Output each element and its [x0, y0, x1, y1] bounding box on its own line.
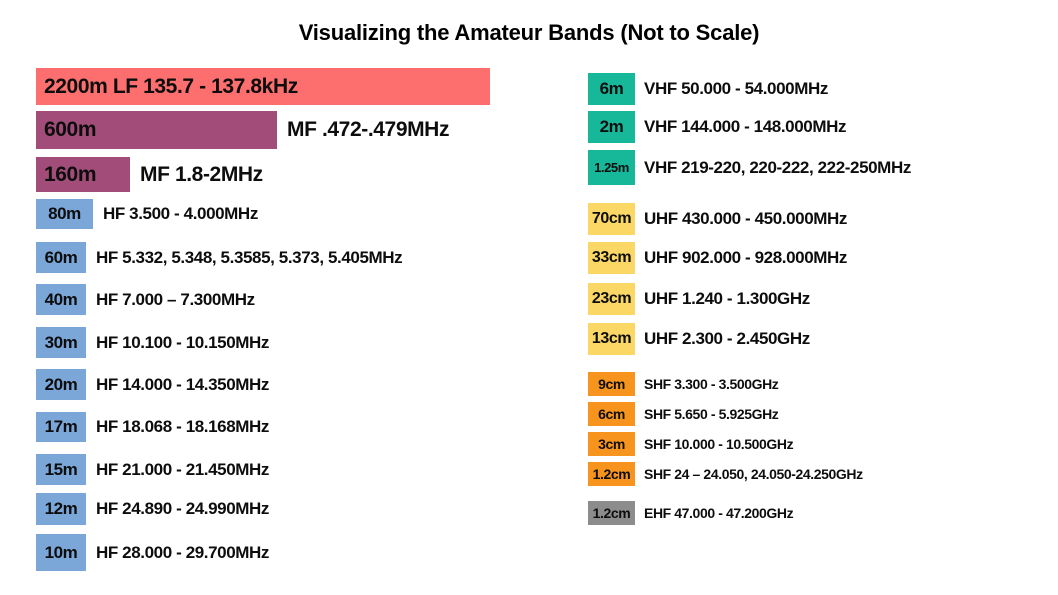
band-frequency-uhf70cm: UHF 430.000 - 450.000MHz — [644, 209, 848, 228]
band-frequency-hf10m: HF 28.000 - 29.700MHz — [96, 542, 270, 562]
band-label-shf6cm: 6cm — [598, 406, 625, 422]
band-frequency-mf600m: MF .472-.479MHz — [287, 118, 450, 141]
band-label-shf12cm: 1.2cm — [592, 466, 631, 482]
band-bar-hf20m: 20m — [36, 369, 86, 400]
band-label-uhf23cm: 23cm — [591, 290, 632, 307]
band-bar-hf40m: 40m — [36, 284, 86, 315]
band-bar-lf2200m: 2200m LF 135.7 - 137.8kHz — [36, 68, 490, 105]
band-label-uhf13cm: 13cm — [591, 330, 632, 347]
band-frequency-hf15m: HF 21.000 - 21.450MHz — [96, 459, 270, 479]
band-frequency-hf80m: HF 3.500 - 4.000MHz — [103, 204, 258, 223]
band-label-hf10m: 10m — [44, 542, 78, 562]
band-frequency-hf30m: HF 10.100 - 10.150MHz — [96, 332, 270, 352]
band-frequency-uhf13cm: UHF 2.300 - 2.450GHz — [644, 329, 810, 348]
band-frequency-hf60m: HF 5.332, 5.348, 5.3585, 5.373, 5.405MHz — [96, 247, 403, 267]
band-label-vhf6m: 6m — [599, 79, 624, 98]
band-frequency-shf6cm: SHF 5.650 - 5.925GHz — [644, 406, 779, 422]
band-label-hf20m: 20m — [44, 374, 78, 394]
band-frequency-uhf23cm: UHF 1.240 - 1.300GHz — [644, 289, 810, 308]
band-bar-shf3cm: 3cm — [588, 432, 635, 456]
band-label-uhf33cm: 33cm — [591, 249, 632, 266]
band-bar-hf80m: 80m — [36, 199, 93, 229]
band-bar-uhf33cm: 33cm — [588, 242, 635, 274]
band-label-mf600m: 600m — [44, 118, 97, 141]
band-frequency-hf12m: HF 24.890 - 24.990MHz — [96, 499, 270, 518]
chart-title: Visualizing the Amateur Bands (Not to Sc… — [298, 20, 760, 45]
band-frequency-hf40m: HF 7.000 – 7.300MHz — [96, 289, 255, 309]
band-label-vhf2m: 2m — [599, 117, 624, 136]
band-frequency-shf3cm: SHF 10.000 - 10.500GHz — [644, 436, 794, 452]
band-frequency-vhf2m: VHF 144.000 - 148.000MHz — [644, 117, 847, 136]
band-label-mf160m: 160m — [44, 162, 97, 186]
band-frequency-vhf6m: VHF 50.000 - 54.000MHz — [644, 79, 828, 98]
band-bar-hf17m: 17m — [36, 412, 86, 442]
band-bar-mf600m: 600m — [36, 111, 277, 149]
band-label-hf80m: 80m — [48, 204, 81, 223]
band-bar-hf10m: 10m — [36, 534, 86, 571]
band-bar-shf6cm: 6cm — [588, 402, 635, 426]
band-bar-vhf2m: 2m — [588, 111, 635, 143]
band-bar-shf9cm: 9cm — [588, 372, 635, 396]
band-label-hf15m: 15m — [44, 459, 78, 479]
band-frequency-mf160m: MF 1.8-2MHz — [140, 162, 263, 186]
band-label-shf3cm: 3cm — [598, 436, 625, 452]
band-bar-uhf23cm: 23cm — [588, 283, 635, 315]
band-bar-hf15m: 15m — [36, 454, 86, 485]
band-bar-uhf70cm: 70cm — [588, 203, 635, 235]
band-bar-uhf13cm: 13cm — [588, 323, 635, 355]
band-label-hf40m: 40m — [44, 289, 78, 309]
band-frequency-shf12cm: SHF 24 – 24.050, 24.050-24.250GHz — [644, 466, 863, 482]
band-frequency-hf17m: HF 18.068 - 18.168MHz — [96, 417, 270, 436]
band-frequency-ehf12cm: EHF 47.000 - 47.200GHz — [644, 505, 794, 521]
band-frequency-uhf33cm: UHF 902.000 - 928.000MHz — [644, 248, 848, 267]
band-bar-hf60m: 60m — [36, 242, 86, 273]
band-frequency-shf9cm: SHF 3.300 - 3.500GHz — [644, 376, 779, 392]
band-frequency-vhf125m: VHF 219-220, 220-222, 222-250MHz — [644, 157, 911, 177]
band-label-hf12m: 12m — [44, 499, 78, 518]
band-bar-vhf125m: 1.25m — [588, 150, 635, 185]
band-bar-hf12m: 12m — [36, 493, 86, 525]
band-bar-mf160m: 160m — [36, 157, 130, 192]
band-label-hf30m: 30m — [44, 332, 78, 352]
band-label-hf60m: 60m — [44, 247, 78, 267]
band-label-shf9cm: 9cm — [598, 376, 625, 392]
band-label-ehf12cm: 1.2cm — [592, 505, 631, 521]
band-label-lf2200m: 2200m LF 135.7 - 137.8kHz — [44, 74, 298, 98]
band-bar-vhf6m: 6m — [588, 73, 635, 105]
band-bar-hf30m: 30m — [36, 327, 86, 358]
band-frequency-hf20m: HF 14.000 - 14.350MHz — [96, 374, 270, 394]
band-label-uhf70cm: 70cm — [591, 210, 632, 227]
band-bar-shf12cm: 1.2cm — [588, 462, 635, 486]
band-label-hf17m: 17m — [44, 417, 78, 436]
band-label-vhf125m: 1.25m — [594, 160, 629, 175]
band-bar-ehf12cm: 1.2cm — [588, 501, 635, 525]
